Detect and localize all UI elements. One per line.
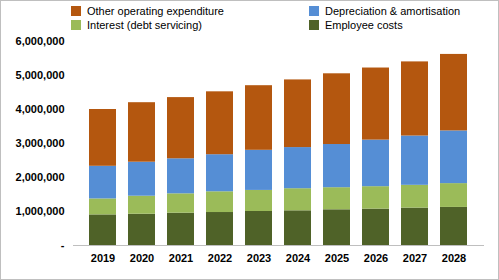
svg-text:2028: 2028 — [442, 252, 466, 264]
svg-text:3,000,000: 3,000,000 — [16, 137, 65, 149]
svg-text:2025: 2025 — [325, 252, 349, 264]
html-text:Other operating expenditure: Other operating expenditure — [87, 5, 224, 17]
svg-text:1,000,000: 1,000,000 — [16, 205, 65, 217]
svg-text:2026: 2026 — [364, 252, 388, 264]
svg-text:2019: 2019 — [91, 252, 115, 264]
svg-text:2020: 2020 — [130, 252, 154, 264]
html-text:Depreciation & amortisation: Depreciation & amortisation — [325, 5, 461, 17]
svg-text:5,000,000: 5,000,000 — [16, 69, 65, 81]
svg-text:2027: 2027 — [403, 252, 427, 264]
svg-text:2023: 2023 — [247, 252, 271, 264]
svg-text:6,000,000: 6,000,000 — [16, 35, 65, 47]
svg-text:2022: 2022 — [208, 252, 232, 264]
svg-text:2024: 2024 — [286, 252, 311, 264]
svg-text:2021: 2021 — [169, 252, 193, 264]
svg-text:2,000,000: 2,000,000 — [16, 171, 65, 183]
svg-text:-: - — [61, 239, 65, 251]
svg-text:4,000,000: 4,000,000 — [16, 103, 65, 115]
html-text:Interest (debt servicing): Interest (debt servicing) — [87, 19, 202, 31]
html-text:Employee costs: Employee costs — [325, 19, 403, 31]
